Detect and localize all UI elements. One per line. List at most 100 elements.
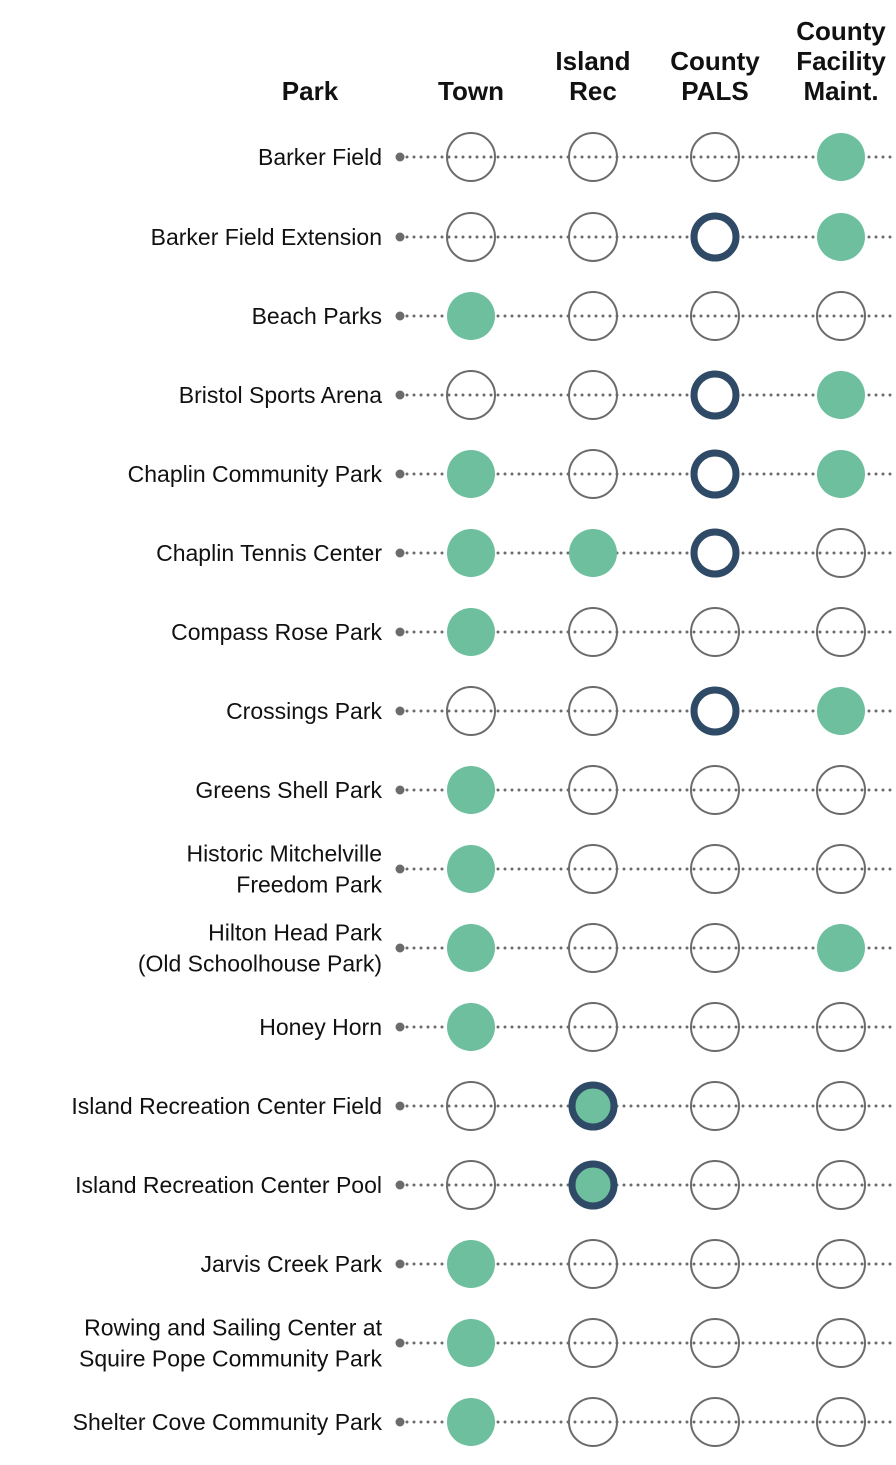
status-circle-county-pals-empty <box>690 1160 740 1210</box>
status-circle-island-rec-empty <box>568 1239 618 1289</box>
status-circle-county-pals-ring <box>690 370 740 420</box>
row-bullet-dot <box>395 232 405 242</box>
status-circle-island-rec-empty <box>568 291 618 341</box>
status-circle-county-facility-maint-empty <box>816 1239 866 1289</box>
row-bullet-dot <box>395 785 405 795</box>
park-name-line: Honey Horn <box>259 1014 382 1040</box>
status-circle-county-facility-maint-filled <box>817 687 865 735</box>
park-row: Shelter Cove Community Park <box>73 1397 896 1447</box>
park-name-line: Island Recreation Center Pool <box>75 1172 382 1198</box>
status-circle-town-filled <box>447 292 495 340</box>
park-name: Jarvis Creek Park <box>201 1251 383 1277</box>
row-bullet-dot <box>395 548 405 558</box>
column-header-line: Town <box>438 76 504 106</box>
status-circle-island-rec-empty <box>568 607 618 657</box>
park-row: Chaplin Community Park <box>128 449 896 499</box>
status-circle-island-rec-empty <box>568 686 618 736</box>
park-row: Barker Field <box>258 132 896 182</box>
park-name-line: Bristol Sports Arena <box>179 382 382 408</box>
status-circle-county-pals-ring <box>690 686 740 736</box>
park-row: Island Recreation Center Field <box>71 1081 896 1131</box>
row-bullet-dot <box>395 864 405 874</box>
park-name-line: Rowing and Sailing Center at <box>84 1315 383 1341</box>
park-rows: Barker Field Barker Field Extension Beach … <box>71 132 896 1447</box>
status-circle-county-pals-empty <box>690 1239 740 1289</box>
status-circle-island-rec-empty <box>568 923 618 973</box>
park-row: Crossings Park <box>226 686 896 736</box>
status-circle-island-rec-empty <box>568 765 618 815</box>
status-circle-town-filled <box>447 1398 495 1446</box>
park-row: Chaplin Tennis Center <box>156 528 896 578</box>
park-name: Island Recreation Center Field <box>71 1093 382 1119</box>
status-circle-county-facility-maint-empty <box>816 1081 866 1131</box>
status-circle-town-empty <box>446 1160 496 1210</box>
status-circle-island-rec-empty <box>568 132 618 182</box>
status-circle-island-rec-empty <box>568 1397 618 1447</box>
park-name: Rowing and Sailing Center at Squire Pope … <box>79 1315 383 1372</box>
park-row: Island Recreation Center Pool <box>75 1160 896 1210</box>
park-name-line: Compass Rose Park <box>171 619 382 645</box>
row-bullet-dot <box>395 943 405 953</box>
status-circle-town-filled <box>447 1003 495 1051</box>
column-header-line: County <box>670 46 760 76</box>
status-circle-island-rec-empty <box>568 370 618 420</box>
park-row: Hilton Head Park (Old Schoolhouse Park) <box>138 920 896 977</box>
park-row: Rowing and Sailing Center at Squire Pope … <box>79 1315 896 1372</box>
row-bullet-dot <box>395 390 405 400</box>
status-circle-town-filled <box>447 845 495 893</box>
park-name-line: Squire Pope Community Park <box>79 1346 382 1372</box>
status-circle-county-facility-maint-filled <box>817 450 865 498</box>
park-row: Greens Shell Park <box>195 765 896 815</box>
park-name-line: (Old Schoolhouse Park) <box>138 951 382 977</box>
status-circle-county-facility-maint-filled <box>817 924 865 972</box>
status-circle-town-empty <box>446 370 496 420</box>
park-name-line: Greens Shell Park <box>195 777 382 803</box>
status-circle-town-empty <box>446 132 496 182</box>
column-header-line: County <box>796 16 886 46</box>
park-row: Honey Horn <box>259 1002 896 1052</box>
column-header-park: Park <box>282 76 339 106</box>
park-name: Barker Field <box>258 144 382 170</box>
row-bullet-dot <box>395 1180 405 1190</box>
status-circle-county-facility-maint-empty <box>816 844 866 894</box>
column-header-line: Park <box>282 76 339 106</box>
status-circle-county-facility-maint-empty <box>816 1002 866 1052</box>
park-name: Barker Field Extension <box>151 224 382 250</box>
status-circle-island-rec-empty <box>568 1318 618 1368</box>
status-circle-county-facility-maint-filled <box>817 133 865 181</box>
park-name-line: Jarvis Creek Park <box>201 1251 383 1277</box>
status-circle-town-filled <box>447 529 495 577</box>
status-circle-county-pals-empty <box>690 1397 740 1447</box>
park-name: Chaplin Tennis Center <box>156 540 382 566</box>
status-circle-town-filled <box>447 450 495 498</box>
status-circle-county-pals-empty <box>690 132 740 182</box>
park-name: Compass Rose Park <box>171 619 382 645</box>
status-circle-county-pals-empty <box>690 291 740 341</box>
column-header-county-facility-maint: County Facility Maint. <box>796 16 886 106</box>
status-circle-town-filled <box>447 1240 495 1288</box>
park-name-line: Barker Field <box>258 144 382 170</box>
status-circle-county-pals-ring <box>690 212 740 262</box>
status-circle-island-rec-ring-filled <box>568 1081 618 1131</box>
status-circle-town-filled <box>447 1319 495 1367</box>
status-circle-county-pals-empty <box>690 765 740 815</box>
row-bullet-dot <box>395 1022 405 1032</box>
row-bullet-dot <box>395 1417 405 1427</box>
status-circle-county-pals-empty <box>690 607 740 657</box>
park-row: Jarvis Creek Park <box>201 1239 896 1289</box>
park-name-line: Beach Parks <box>252 303 382 329</box>
park-name: Hilton Head Park (Old Schoolhouse Park) <box>138 920 383 977</box>
park-name: Historic Mitchelville Freedom Park <box>186 841 382 898</box>
park-row: Compass Rose Park <box>171 607 896 657</box>
park-name: Shelter Cove Community Park <box>73 1409 383 1435</box>
row-bullet-dot <box>395 706 405 716</box>
status-circle-island-rec-ring-filled <box>568 1160 618 1210</box>
status-circle-town-empty <box>446 212 496 262</box>
row-bullet-dot <box>395 469 405 479</box>
status-circle-county-facility-maint-empty <box>816 291 866 341</box>
column-header-island-rec: Island Rec <box>555 46 630 106</box>
status-circle-county-facility-maint-empty <box>816 1397 866 1447</box>
row-bullet-dot <box>395 1101 405 1111</box>
